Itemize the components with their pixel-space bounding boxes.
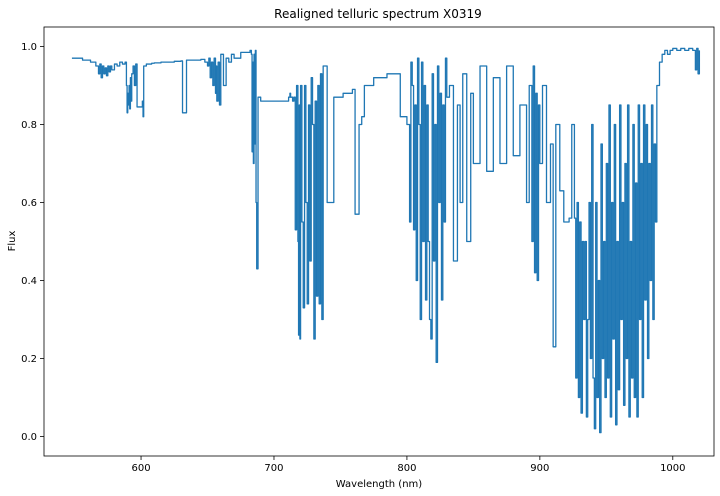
chart-title: Realigned telluric spectrum X0319 [274,7,482,21]
spectrum-series-line [71,47,701,434]
y-tick-label: 0.6 [21,198,37,209]
y-tick-label: 0.0 [21,432,37,443]
y-tick-label: 1.0 [21,42,37,53]
x-tick-label: 900 [530,463,549,474]
axis-ticks: 600 700 800 900 1000 0.0 0.2 0.4 0.6 0.8 1.0 [21,42,685,474]
y-tick-label: 0.8 [21,120,37,131]
y-tick-label: 0.4 [21,276,37,287]
y-tick-label: 0.2 [21,354,37,365]
x-tick-label: 700 [264,463,283,474]
axes-frame [43,26,715,457]
x-axis-label: Wavelength (nm) [336,479,422,490]
x-tick-label: 600 [131,463,150,474]
plot-area [71,47,701,434]
x-tick-label: 1000 [660,463,685,474]
x-tick-label: 800 [397,463,416,474]
y-axis-label: Flux [7,231,18,252]
